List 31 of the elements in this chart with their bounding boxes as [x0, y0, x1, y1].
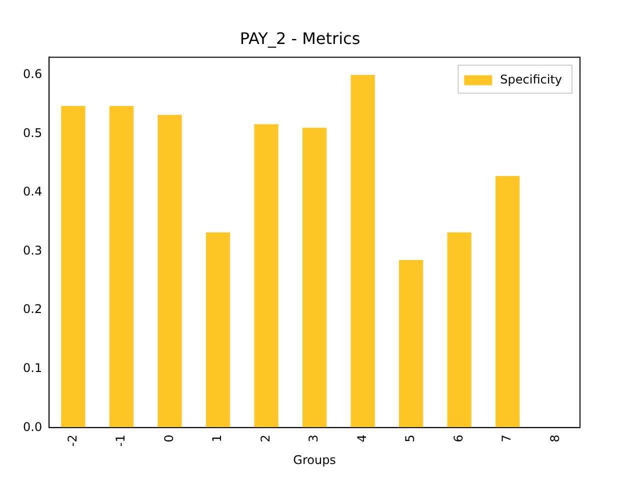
x-tick-label: 7: [500, 434, 514, 442]
bar: [302, 128, 327, 428]
x-tick-label: 3: [306, 434, 321, 442]
y-tick-label: 0.3: [22, 243, 42, 258]
bar: [206, 232, 230, 428]
y-tick-label: 0.5: [22, 126, 42, 140]
chart-title: PAY_2 - Metrics: [240, 28, 360, 48]
bar: [254, 124, 278, 428]
x-tick-label: 8: [548, 434, 562, 442]
x-tick-label: 0: [162, 434, 176, 442]
bar: [399, 260, 424, 428]
x-tick-label: 6: [451, 434, 466, 442]
y-tick-label: 0.0: [22, 420, 42, 434]
y-tick-label: 0.6: [22, 66, 42, 81]
x-tick-label: -1: [114, 434, 128, 447]
x-tick-label: -2: [65, 434, 80, 447]
bar: [496, 176, 520, 428]
x-tick-label: 4: [354, 434, 369, 442]
bar: [61, 106, 86, 428]
y-tick-label: 0.4: [22, 184, 42, 199]
x-tick-label: 2: [258, 434, 272, 442]
bar: [109, 106, 134, 428]
x-axis-title: Groups: [293, 452, 336, 467]
bar: [158, 114, 182, 428]
bar: [350, 74, 375, 428]
y-tick-label: 0.2: [22, 302, 42, 316]
y-tick-label: 0.1: [22, 360, 42, 375]
bar: [447, 232, 472, 428]
x-tick-label: 1: [210, 434, 224, 442]
legend-label: Specificity: [500, 72, 562, 86]
x-tick-label: 5: [403, 434, 418, 442]
